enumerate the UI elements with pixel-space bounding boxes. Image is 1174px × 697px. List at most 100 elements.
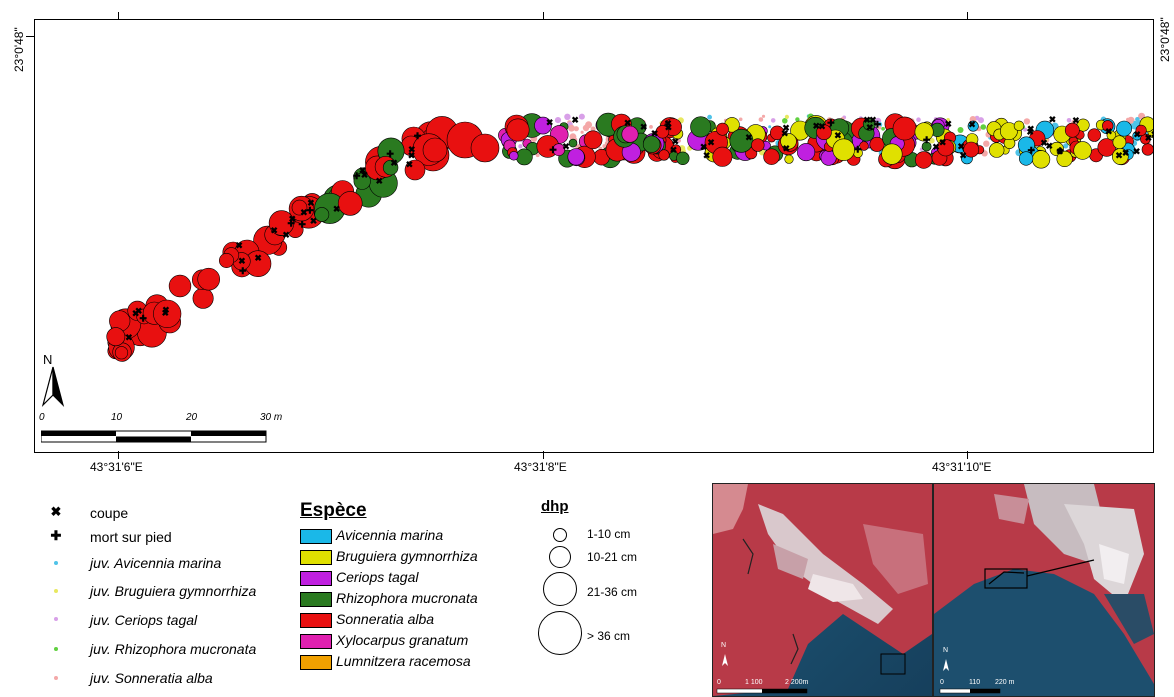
inset-right-north: N [943,647,949,654]
tree-circle [470,133,500,163]
coupe-mark: ✖ [624,118,632,128]
species-bruguiera: Bruguiera gymnorrhiza [336,548,478,564]
coupe-mark: ✖ [546,118,554,128]
scale-label-20: 20 [186,412,198,423]
juvenile-dot [978,117,984,124]
tree-circle [219,253,235,269]
juvenile-dot [782,118,788,124]
legend-juv-sonneratia: juv. Sonneratia alba [90,670,213,686]
mort-mark: ✚ [549,145,557,155]
tree-circle [1112,148,1129,165]
juvenile-dot [1066,118,1072,123]
juvenile-dot [1051,118,1055,122]
coupe-mark: ✖ [959,151,967,161]
tree-circle [314,207,330,222]
coupe-mark: ✖ [1026,127,1034,137]
tree-circle [921,141,932,152]
tree-circle [621,125,639,143]
coupe-mark: ✖ [781,129,789,139]
swatch-xylocarpus [300,634,332,649]
coupe-mark: ✖ [1115,151,1123,161]
tree-circle [881,143,903,165]
juvenile-dot [768,125,772,129]
coupe-mark: ✖ [1027,124,1035,134]
juvenile-dot [758,117,764,122]
juvenile-dot [590,126,596,132]
tree-circle [1140,133,1151,145]
inset-left-scale-2: 2 200m [785,679,809,686]
coupe-mark: ✖ [1151,130,1153,140]
tree-circle [967,120,979,132]
tree-circle [552,143,566,156]
coupe-mark: ✖ [359,166,367,176]
tree-circle [153,299,182,328]
coupe-mark: ✖ [834,131,842,141]
tree-circle [712,146,733,167]
tree-circle [642,135,661,153]
juvenile-dot [770,118,776,123]
coupe-mark: ✖ [703,151,711,161]
tree-circle [963,141,980,158]
juvenile-dot [916,117,921,122]
species-sonneratia: Sonneratia alba [336,611,435,627]
species-xylocarpus: Xylocarpus granatum [336,632,469,648]
tree-circle [816,124,832,140]
tree-circle [832,138,855,161]
coupe-mark: ✖ [390,158,398,168]
tree-circle [937,139,955,157]
coupe-mark: ✖ [866,123,874,133]
coupe-mark: ✖ [1145,133,1153,143]
legend-juv-rhizophora: juv. Rhizophora mucronata [90,641,257,657]
coupe-mark: ✖ [939,138,947,148]
species-ceriops: Ceriops tagal [336,569,419,585]
tree-circle [353,172,371,190]
dhp-circle-1 [553,528,567,542]
tree-circle [197,267,220,291]
coupe-mark: ✖ [672,137,680,147]
coupe-mark: ✖ [1056,147,1064,157]
scale-bar [41,430,267,443]
juvenile-dot [929,137,935,144]
juvenile-dot [761,114,766,118]
map-frame: ✖ ✖ ✖ ✚ ✖ ✚ ✚ ✚ ✖ ✖ ✚ ✖ ✚ ✖ ✖ ✖ ✖ ✖ ✖ ✚ ✖ ✖ ✖ ✖ ✚ ✚ ✖ ✖ ✖ ✖ ✖ ✖ ✖ ✖ ✖ ✚ ✖ ✖ ✚ ✖… [34,19,1154,453]
dot-icon [54,589,58,593]
coupe-mark: ✖ [813,121,821,131]
coupe-mark: ✖ [408,150,416,160]
coupe-mark: ✖ [664,118,672,128]
swatch-rhizophora [300,592,332,607]
cross-icon: ✖ [50,504,62,519]
tree-circle [1101,120,1114,132]
mort-mark: ✚ [854,145,862,155]
coupe-mark: ✖ [132,309,140,319]
tree-circle [716,122,729,136]
legend-juv-bruguiera: juv. Bruguiera gymnorrhiza [90,583,257,599]
coupe-mark: ✖ [162,305,170,315]
tree-circle [862,117,876,131]
juvenile-dot [795,117,800,122]
tree-circle [509,151,519,161]
coupe-mark: ✖ [1072,116,1080,126]
coupe-mark: ✖ [783,143,791,153]
tree-circle [1013,120,1025,132]
tree-circle [690,116,712,138]
dot-icon [54,561,58,565]
coupe-mark: ✖ [270,225,278,235]
tree-circle [914,151,933,169]
satellite-image [713,484,932,696]
coupe-mark: ✖ [707,138,715,148]
tree-circle [763,148,780,165]
juvenile-dot [578,113,585,120]
coord-lat-left: 23°0'48" [12,27,26,72]
dhp-circle-3 [543,572,577,606]
coupe-mark: ✖ [254,253,262,263]
tree-circle [892,116,917,141]
tick-bottom-3 [967,451,968,459]
coupe-mark: ✖ [300,208,308,218]
coord-lon-2: 43°31'8"E [514,460,567,474]
tree-circle [751,138,765,152]
dhp-circle-2 [549,546,571,568]
coupe-mark: ✖ [406,160,414,170]
juvenile-dot [573,126,579,132]
mort-mark: ✚ [287,219,295,229]
legend-coupe: coupe [90,505,129,521]
